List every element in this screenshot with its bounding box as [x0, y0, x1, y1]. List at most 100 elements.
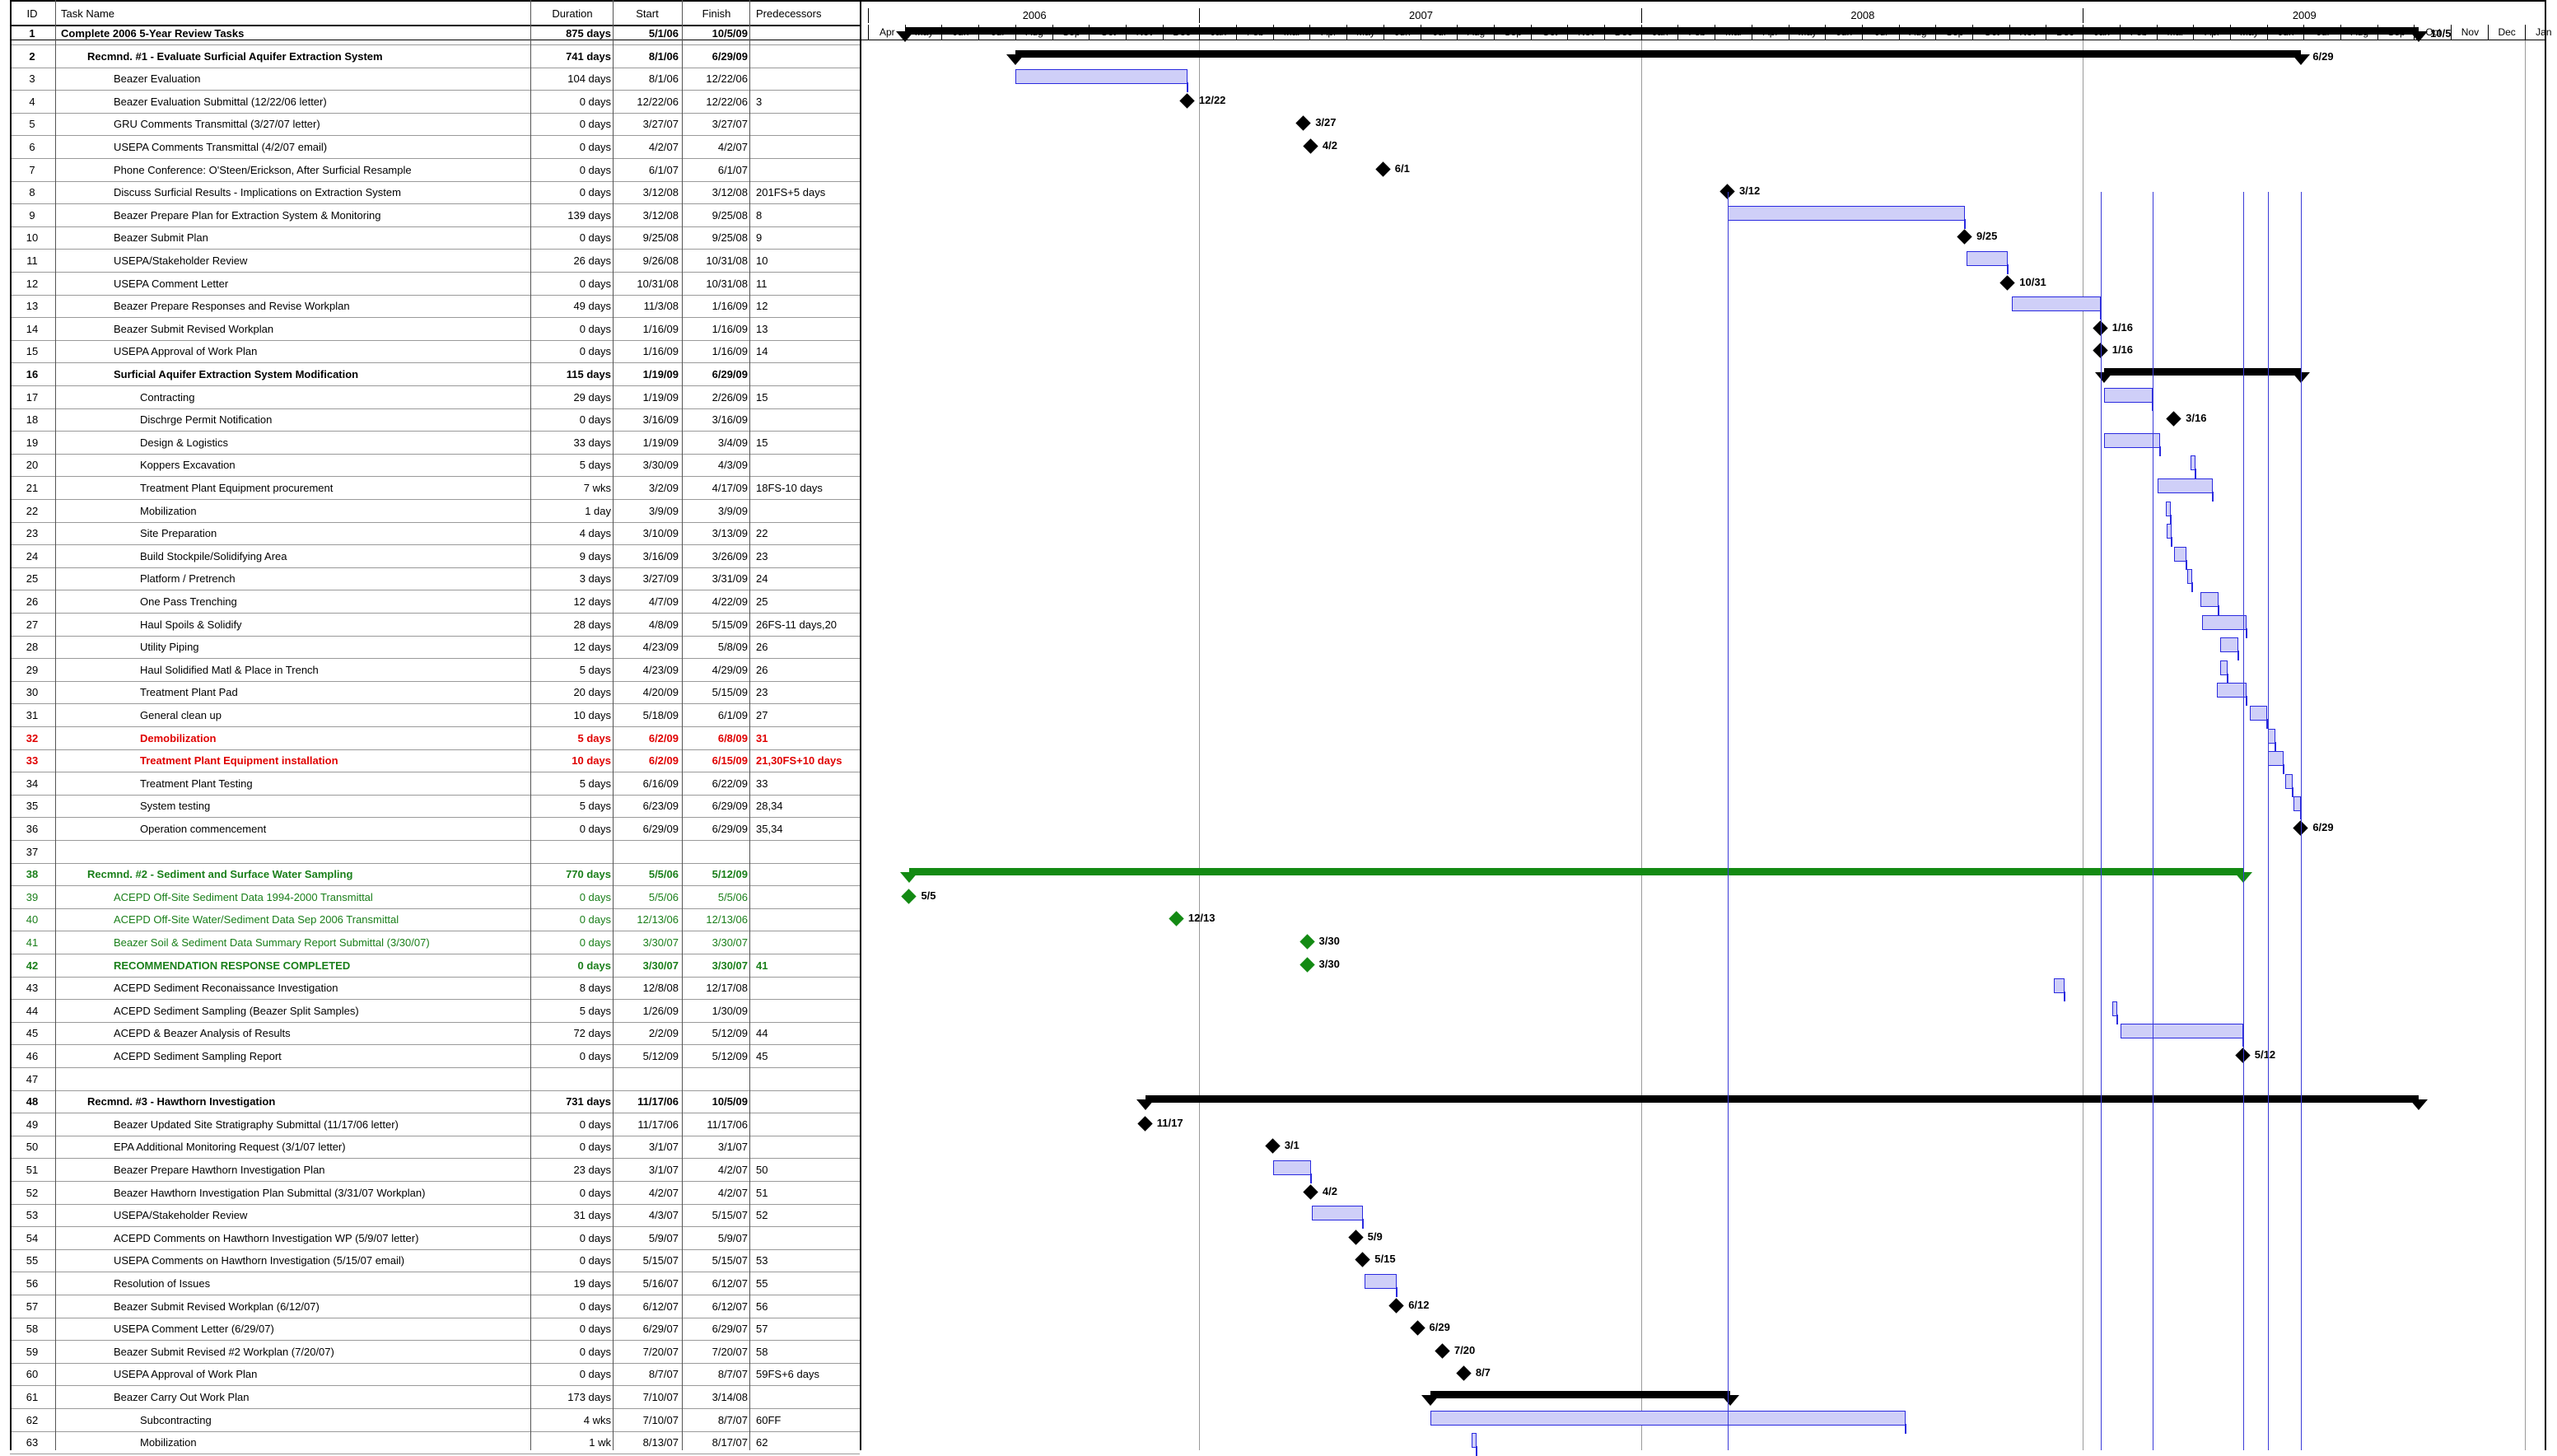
- task-bar[interactable]: [2104, 433, 2160, 448]
- summary-bar[interactable]: [905, 27, 2419, 35]
- task-bar[interactable]: [1967, 251, 2009, 266]
- task-bar[interactable]: [2200, 592, 2219, 607]
- milestone-diamond[interactable]: [902, 889, 917, 903]
- milestone-diamond[interactable]: [2166, 411, 2181, 426]
- task-bar[interactable]: [2104, 388, 2153, 403]
- milestone-diamond[interactable]: [1137, 1116, 1152, 1131]
- task-bar[interactable]: [1015, 69, 1188, 84]
- milestone-diamond[interactable]: [1375, 161, 1390, 176]
- task-bar[interactable]: [2012, 296, 2101, 311]
- task-bar[interactable]: [2121, 1024, 2242, 1038]
- task-bar[interactable]: [1312, 1206, 1363, 1220]
- milestone-diamond[interactable]: [1265, 1139, 1280, 1154]
- milestone-diamond[interactable]: [1169, 912, 1183, 926]
- milestone-diamond[interactable]: [1435, 1343, 1449, 1358]
- milestone-diamond[interactable]: [1348, 1230, 1363, 1244]
- task-bar[interactable]: [1728, 206, 1965, 221]
- milestone-diamond[interactable]: [1957, 230, 1971, 245]
- milestone-diamond[interactable]: [1456, 1366, 1471, 1381]
- table-row[interactable]: 37: [10, 841, 860, 864]
- task-bar[interactable]: [2268, 751, 2284, 766]
- summary-bar[interactable]: [2104, 368, 2301, 376]
- milestone-diamond[interactable]: [2000, 275, 2015, 290]
- task-bar[interactable]: [2174, 547, 2186, 562]
- table-row[interactable]: 47: [10, 1068, 860, 1091]
- task-bar[interactable]: [2202, 615, 2247, 630]
- milestone-diamond[interactable]: [1355, 1253, 1370, 1267]
- task-bar[interactable]: [2158, 478, 2213, 493]
- milestone-diamond[interactable]: [1299, 957, 1314, 972]
- milestone-diamond[interactable]: [1388, 1298, 1403, 1313]
- milestone-diamond[interactable]: [1410, 1320, 1425, 1335]
- summary-bar[interactable]: [1146, 1095, 2419, 1103]
- summary-bar[interactable]: [1430, 1391, 1729, 1398]
- task-bar[interactable]: [2220, 637, 2238, 652]
- task-bar[interactable]: [1365, 1274, 1397, 1289]
- milestone-diamond[interactable]: [1179, 93, 1194, 108]
- task-bar[interactable]: [1430, 1411, 1906, 1426]
- task-bar[interactable]: [2250, 706, 2266, 721]
- summary-bar[interactable]: [909, 868, 2242, 875]
- milestone-diamond[interactable]: [1303, 1184, 1318, 1199]
- milestone-diamond[interactable]: [1295, 116, 1310, 131]
- milestone-diamond[interactable]: [1303, 138, 1318, 153]
- task-bar[interactable]: [1273, 1160, 1311, 1175]
- summary-bar[interactable]: [1015, 50, 2302, 58]
